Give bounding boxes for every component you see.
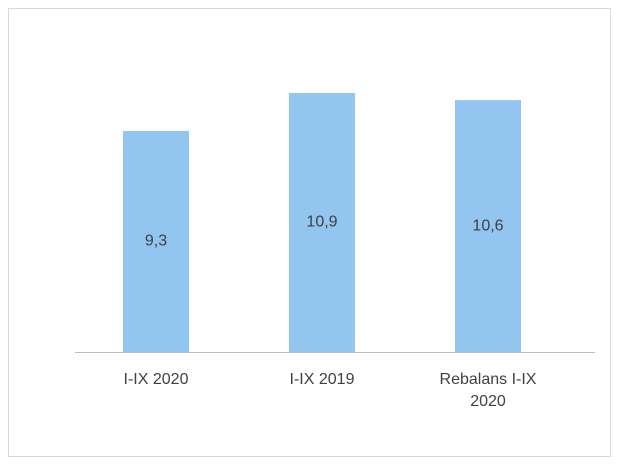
data-label: 9,3 — [145, 233, 167, 250]
bar — [455, 100, 521, 352]
x-tick-label: Rebalans I-IX 2020 — [439, 371, 537, 410]
bar — [289, 93, 355, 352]
data-label: 10,9 — [306, 214, 337, 231]
data-label: 10,6 — [472, 217, 503, 234]
x-tick-label: I-IX 2019 — [289, 371, 355, 388]
bar — [123, 131, 189, 352]
x-tick-label: I-IX 2020 — [123, 371, 189, 388]
